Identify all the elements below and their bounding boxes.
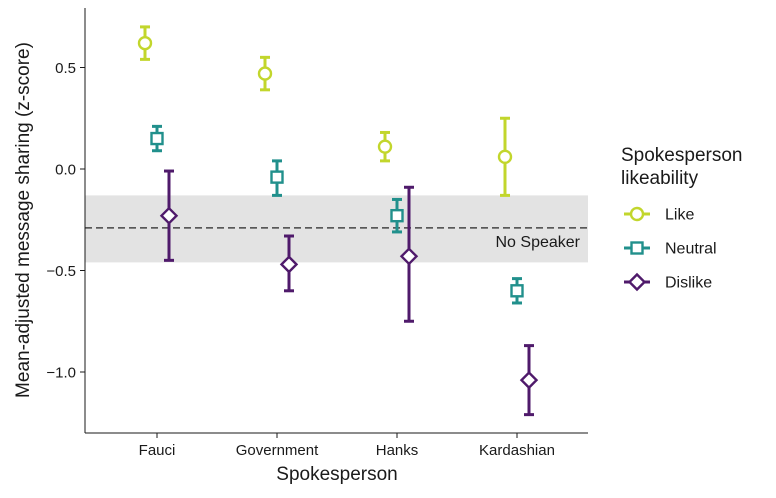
y-axis-title: Mean-adjusted message sharing (z-score)	[13, 42, 34, 398]
point-neutral-fauci	[150, 131, 164, 146]
legend-title-line-2: likeability	[621, 168, 699, 189]
x-axis-title: Spokesperson	[276, 464, 397, 485]
point-neutral-hanks	[390, 208, 404, 223]
x-tick-label: Kardashian	[479, 442, 555, 459]
point-dislike-hanks	[399, 247, 419, 266]
x-tick-label: Hanks	[376, 442, 419, 459]
point-like-kardashian	[497, 149, 513, 165]
y-tick-label: −1.0	[46, 365, 76, 382]
y-tick-label: −0.5	[46, 263, 76, 280]
point-neutral-government	[270, 170, 284, 184]
axes: 0.5 0.0 −0.5 −1.0 Fauci Government Hanks Kardas…	[46, 8, 588, 459]
point-dislike-kardashian	[519, 370, 539, 390]
point-like-government	[257, 66, 273, 81]
no-speaker-label: No Speaker	[496, 234, 581, 251]
legend: Spokesperson likeability Like Neutral Disl…	[621, 145, 742, 292]
no-speaker-band	[85, 195, 588, 263]
legend-marker-like	[629, 206, 645, 222]
point-neutral-kardashian	[510, 284, 524, 298]
x-tick-label: Fauci	[139, 442, 176, 459]
legend-label-neutral: Neutral	[665, 241, 717, 258]
point-like-hanks	[377, 139, 393, 154]
legend-marker-dislike	[627, 272, 647, 292]
plot-area: No Speaker	[85, 25, 588, 417]
point-dislike-fauci	[159, 206, 179, 225]
x-tick-label: Government	[236, 442, 319, 459]
legend-label-like: Like	[665, 207, 694, 224]
point-dislike-government	[279, 255, 299, 274]
legend-label-dislike: Dislike	[665, 275, 712, 292]
y-tick-label: 0.5	[55, 60, 76, 77]
y-tick-label: 0.0	[55, 162, 76, 179]
point-like-fauci	[137, 35, 153, 51]
legend-title-line-1: Spokesperson	[621, 145, 742, 166]
legend-marker-neutral	[630, 241, 644, 255]
